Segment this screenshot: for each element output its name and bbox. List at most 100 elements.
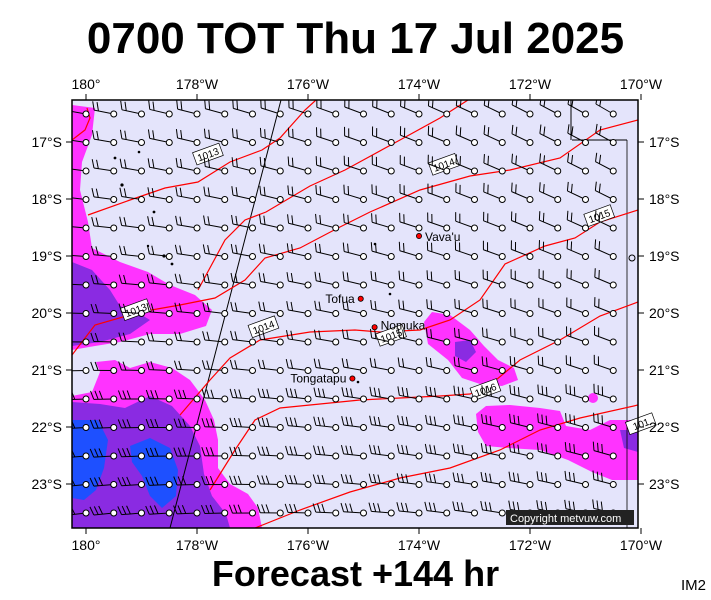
wind-barb [287, 127, 312, 146]
lat-label-left: 20°S [31, 305, 62, 321]
wind-barb [202, 302, 229, 317]
wind-barb [481, 356, 506, 374]
wind-barb [399, 212, 423, 232]
wind-barb [427, 212, 451, 232]
lat-label-left: 22°S [31, 419, 62, 435]
wind-barb [453, 327, 478, 346]
wind-barb [425, 357, 451, 374]
lon-label-top: 176°W [287, 76, 330, 92]
wind-barb [316, 100, 340, 118]
wind-barb [286, 330, 312, 346]
rain-area-east-core [455, 340, 476, 362]
wind-barb [146, 303, 173, 317]
map-frame [71, 99, 639, 529]
wind-barb [481, 385, 506, 403]
wind-barb [315, 127, 340, 146]
wind-barb [203, 215, 229, 232]
wind-barb [396, 473, 423, 488]
wind-barb [259, 156, 284, 175]
wind-barb [510, 298, 534, 317]
wind-barb [146, 331, 173, 346]
wind-barb [312, 503, 340, 517]
wind-barb [371, 213, 395, 232]
wind-barb [173, 476, 201, 488]
island [152, 210, 156, 214]
wind-barb [400, 100, 423, 118]
place-markers: Vava'u Tofua Nomuka Tongatapu [290, 230, 460, 385]
wind-barb [397, 386, 423, 403]
wind-barb [258, 272, 284, 289]
wind-barb [340, 445, 367, 460]
wind-barb [370, 271, 395, 289]
lat-label-left: 21°S [31, 362, 62, 378]
wind-barb [565, 355, 589, 374]
wind-barb [564, 470, 589, 488]
wind-barb [175, 186, 201, 203]
wind-barb [119, 158, 145, 175]
wind-barb [594, 297, 617, 317]
wind-barb [452, 472, 478, 488]
wind-barb [566, 268, 589, 289]
wind-barb [286, 272, 312, 289]
wind-barb [230, 272, 256, 289]
wind-barb [399, 183, 423, 203]
wind-barb [258, 243, 284, 260]
wind-barb [370, 299, 395, 317]
wind-barb [118, 245, 145, 260]
copyright-text: Copyright metvuw.com [510, 513, 621, 525]
wind-barb [118, 361, 145, 374]
lat-label-right: 17°S [649, 134, 680, 150]
wind-barb [285, 445, 312, 460]
wind-barb [592, 441, 617, 460]
wind-barb [173, 505, 201, 517]
wind-barb [314, 300, 340, 317]
wind-barb [174, 273, 201, 289]
wind-barb [595, 100, 617, 118]
wind-barb [480, 472, 506, 488]
wind-barb [426, 270, 451, 289]
wind-barb [148, 100, 173, 118]
wind-barb [341, 416, 367, 431]
wind-barb [72, 449, 90, 460]
wind-barb [72, 253, 90, 260]
wind-barb [286, 301, 312, 317]
isobar-line [87, 100, 317, 216]
wind-barb [203, 128, 229, 146]
wind-barb [453, 385, 478, 403]
precipitation-layer [72, 105, 638, 528]
wind-barb [174, 331, 201, 346]
wind-barb [509, 384, 534, 403]
map-axes: 180° 180° 178°W 178°W 176°W 176°W 174°W 174°W 17… [31, 76, 679, 553]
wind-barb [425, 328, 451, 346]
wind-barb [455, 125, 478, 146]
wind-barb [342, 242, 367, 260]
rain-area-southeast-core [620, 430, 638, 452]
wind-barb [508, 442, 534, 460]
wind-barb [315, 185, 340, 203]
wind-barb [91, 245, 118, 260]
wind-barb [202, 331, 229, 346]
wind-barb [426, 241, 451, 260]
wind-barb [539, 153, 562, 175]
wind-barb [119, 187, 145, 203]
wind-barb [343, 213, 367, 232]
wind-barb [117, 419, 145, 431]
wind-barb [89, 419, 118, 431]
wind-barb [147, 216, 173, 232]
wind-barb [427, 125, 451, 146]
wind-barb [483, 125, 506, 146]
wind-barb [313, 358, 340, 374]
wind-barb [72, 420, 90, 431]
wind-barb [315, 213, 340, 232]
wind-barb [424, 501, 451, 517]
wind-barb [482, 240, 506, 260]
wind-barb [117, 447, 145, 460]
wind-barb [593, 383, 617, 403]
wind-barb [427, 154, 451, 175]
wind-barb [511, 153, 534, 175]
wind-barb [454, 241, 478, 260]
wind-barb [453, 414, 478, 431]
wind-barb [173, 447, 201, 460]
isobar-line [72, 119, 638, 356]
wind-barb [259, 185, 284, 203]
